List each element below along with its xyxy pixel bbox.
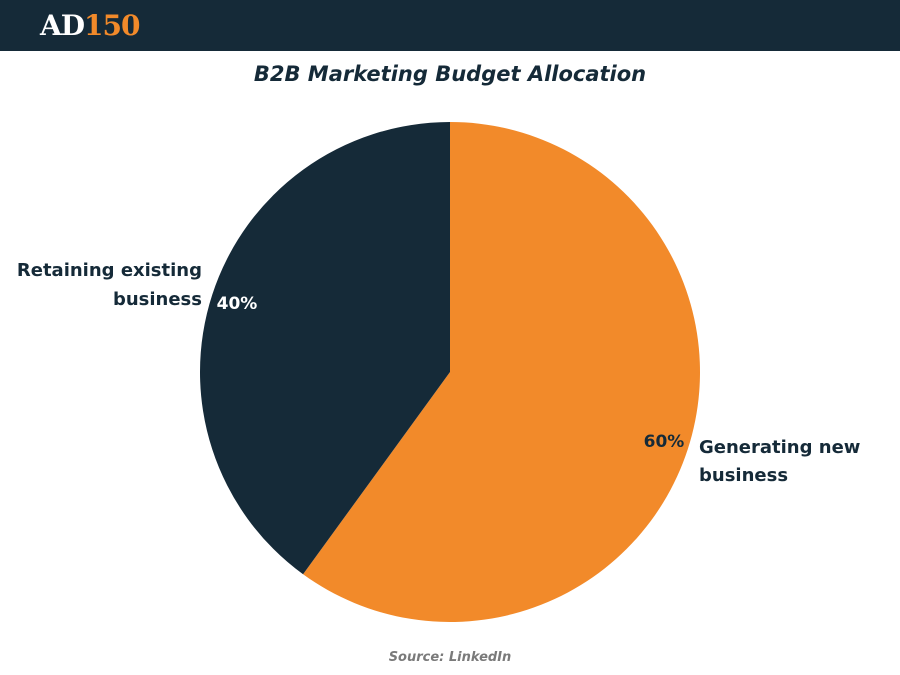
pie-slice-2 bbox=[200, 122, 450, 575]
pie-labels: 60% Generating new business 40% Retaining ex… bbox=[17, 260, 861, 486]
pie-slices bbox=[200, 122, 700, 622]
slice-category-label-1-line2: business bbox=[699, 465, 788, 486]
logo-text-150: 150 bbox=[84, 9, 140, 42]
slice-category-label-2-line2: business bbox=[113, 289, 202, 310]
ad150-logo[interactable]: AD150 bbox=[40, 9, 140, 43]
slice-category-label-2-line1: Retaining existing bbox=[17, 260, 202, 281]
slice-category-label-1-line1: Generating new bbox=[699, 437, 860, 458]
chart-title: B2B Marketing Budget Allocation bbox=[253, 62, 647, 86]
slice-value-label-1: 60% bbox=[644, 432, 685, 452]
source-note: Source: LinkedIn bbox=[388, 650, 512, 665]
slice-value-label-2: 40% bbox=[217, 294, 258, 314]
pie-slice-1 bbox=[303, 122, 700, 622]
header-bar: AD150 bbox=[0, 0, 900, 51]
logo-text-ad: AD bbox=[40, 9, 85, 42]
